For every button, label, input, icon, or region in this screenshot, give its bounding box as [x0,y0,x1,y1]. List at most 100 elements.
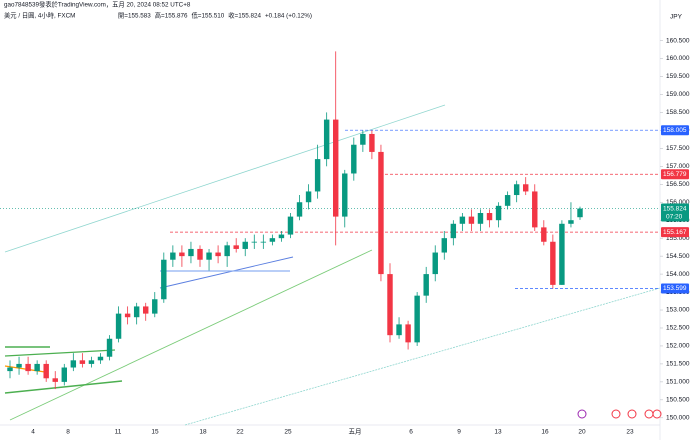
candle-body [233,245,239,249]
candle-body [143,306,149,314]
event-icons [577,409,662,419]
y-tick-label: 160.500 [666,37,690,44]
x-tick-label: 9 [457,429,461,436]
candle-body [441,238,447,253]
candle-body [7,367,13,372]
candle-body [468,216,475,224]
candle-body [124,313,131,318]
candle-body [305,191,312,203]
price-tag [661,169,689,180]
candle-body [115,313,122,339]
candle-body [251,241,257,243]
y-tick-label: 152.000 [666,343,690,350]
candle-body [179,252,185,257]
x-tick-label: 6 [409,429,413,436]
trend-line [9,249,373,421]
price-tag [661,125,689,136]
candle-body [333,119,339,217]
y-tick-label: 153.000 [666,307,690,314]
candle-body [260,241,267,243]
candle-body [16,363,22,368]
price-tag-label: 158.005 [663,127,687,134]
x-tick-label: 23 [626,429,634,436]
ohlc-value: 收=155.824 [228,11,261,20]
x-tick-label: 11 [115,429,122,436]
price-tag [661,283,689,294]
candle-body [188,248,194,257]
trend-line [4,380,123,394]
candle-body [360,133,366,145]
candle-body [477,213,484,224]
x-tick-label: 8 [66,429,70,436]
x-tick-label: 16 [541,429,549,436]
ohlc-value: 開=155.583 [118,12,151,20]
candle-body [197,248,203,260]
y-tick-label: 154.500 [666,253,690,260]
channel-line [4,104,446,253]
y-tick-label: 151.000 [666,379,690,386]
candle-body [296,202,303,217]
y-tick-label: 157.500 [666,145,690,152]
candle-body [79,360,86,364]
candle-body [423,274,429,296]
trend-line [159,256,294,289]
y-tick-label: 152.500 [666,325,690,332]
candle-body [504,195,511,206]
candle-body [342,173,348,217]
y-tick-label: 156.000 [666,199,690,206]
x-tick-label: 20 [578,429,586,436]
candle-body [432,252,438,275]
candle-body [396,324,402,336]
candle-body [88,360,95,364]
candle-body [314,159,321,192]
candle-body [61,367,67,382]
trend-line [4,349,116,357]
price-tag-label: 156.779 [663,171,687,178]
candle-body [414,295,420,343]
candle-body [523,184,529,192]
candle-body [378,151,384,275]
y-tick-label: 150.000 [666,415,690,422]
price-tag-label: 155.824 [663,205,687,212]
candle-body [486,213,493,221]
candle-body [405,324,411,343]
y-tick-label: 157.000 [666,163,690,170]
y-tick-label: 156.500 [666,181,690,188]
candle-body [152,299,158,314]
x-tick-label: 25 [284,429,292,436]
candle-body [106,338,113,357]
channel-line [184,287,661,426]
price-tag [661,203,689,222]
candle-body [25,363,31,372]
price-tag-label: 153.599 [663,285,687,292]
ohlc-value: +0.184 (+0.12%) [265,13,312,20]
x-tick-label: 4 [31,429,35,436]
candle-body [387,274,393,336]
ohlc-value: 高=155.876 [155,11,188,20]
candle-body [43,363,49,379]
candle-body [215,252,221,257]
ohlc-readout: 開=155.583 高=155.876 低=155.510 收=155.824 +0.1… [118,11,312,20]
countdown: 07:20 [666,213,683,220]
y-tick-label: 159.000 [666,91,690,98]
y-tick-label: 151.500 [666,361,690,368]
candle-body [170,252,176,260]
candle-body [269,238,276,242]
candle-body [287,216,294,235]
y-tick-label: 154.000 [666,271,690,278]
x-tick-label: 15 [151,429,159,436]
candle-body [495,205,502,221]
candle-body [242,241,248,249]
x-tick-label: 13 [494,429,502,436]
symbol: 美元 / 日圓, 4小時, FXCM [4,11,75,20]
y-tick-label: 160.000 [666,55,690,62]
currency: JPY [670,14,683,21]
candle-body [278,234,285,239]
candle-body [323,119,330,160]
candle-body [133,306,140,318]
author-line: gao7848539發表於TradingView.com，五月 20, 2024… [4,0,191,9]
y-tick-label: 159.500 [666,73,690,80]
candle-body [97,356,104,361]
candle-body [532,191,538,228]
